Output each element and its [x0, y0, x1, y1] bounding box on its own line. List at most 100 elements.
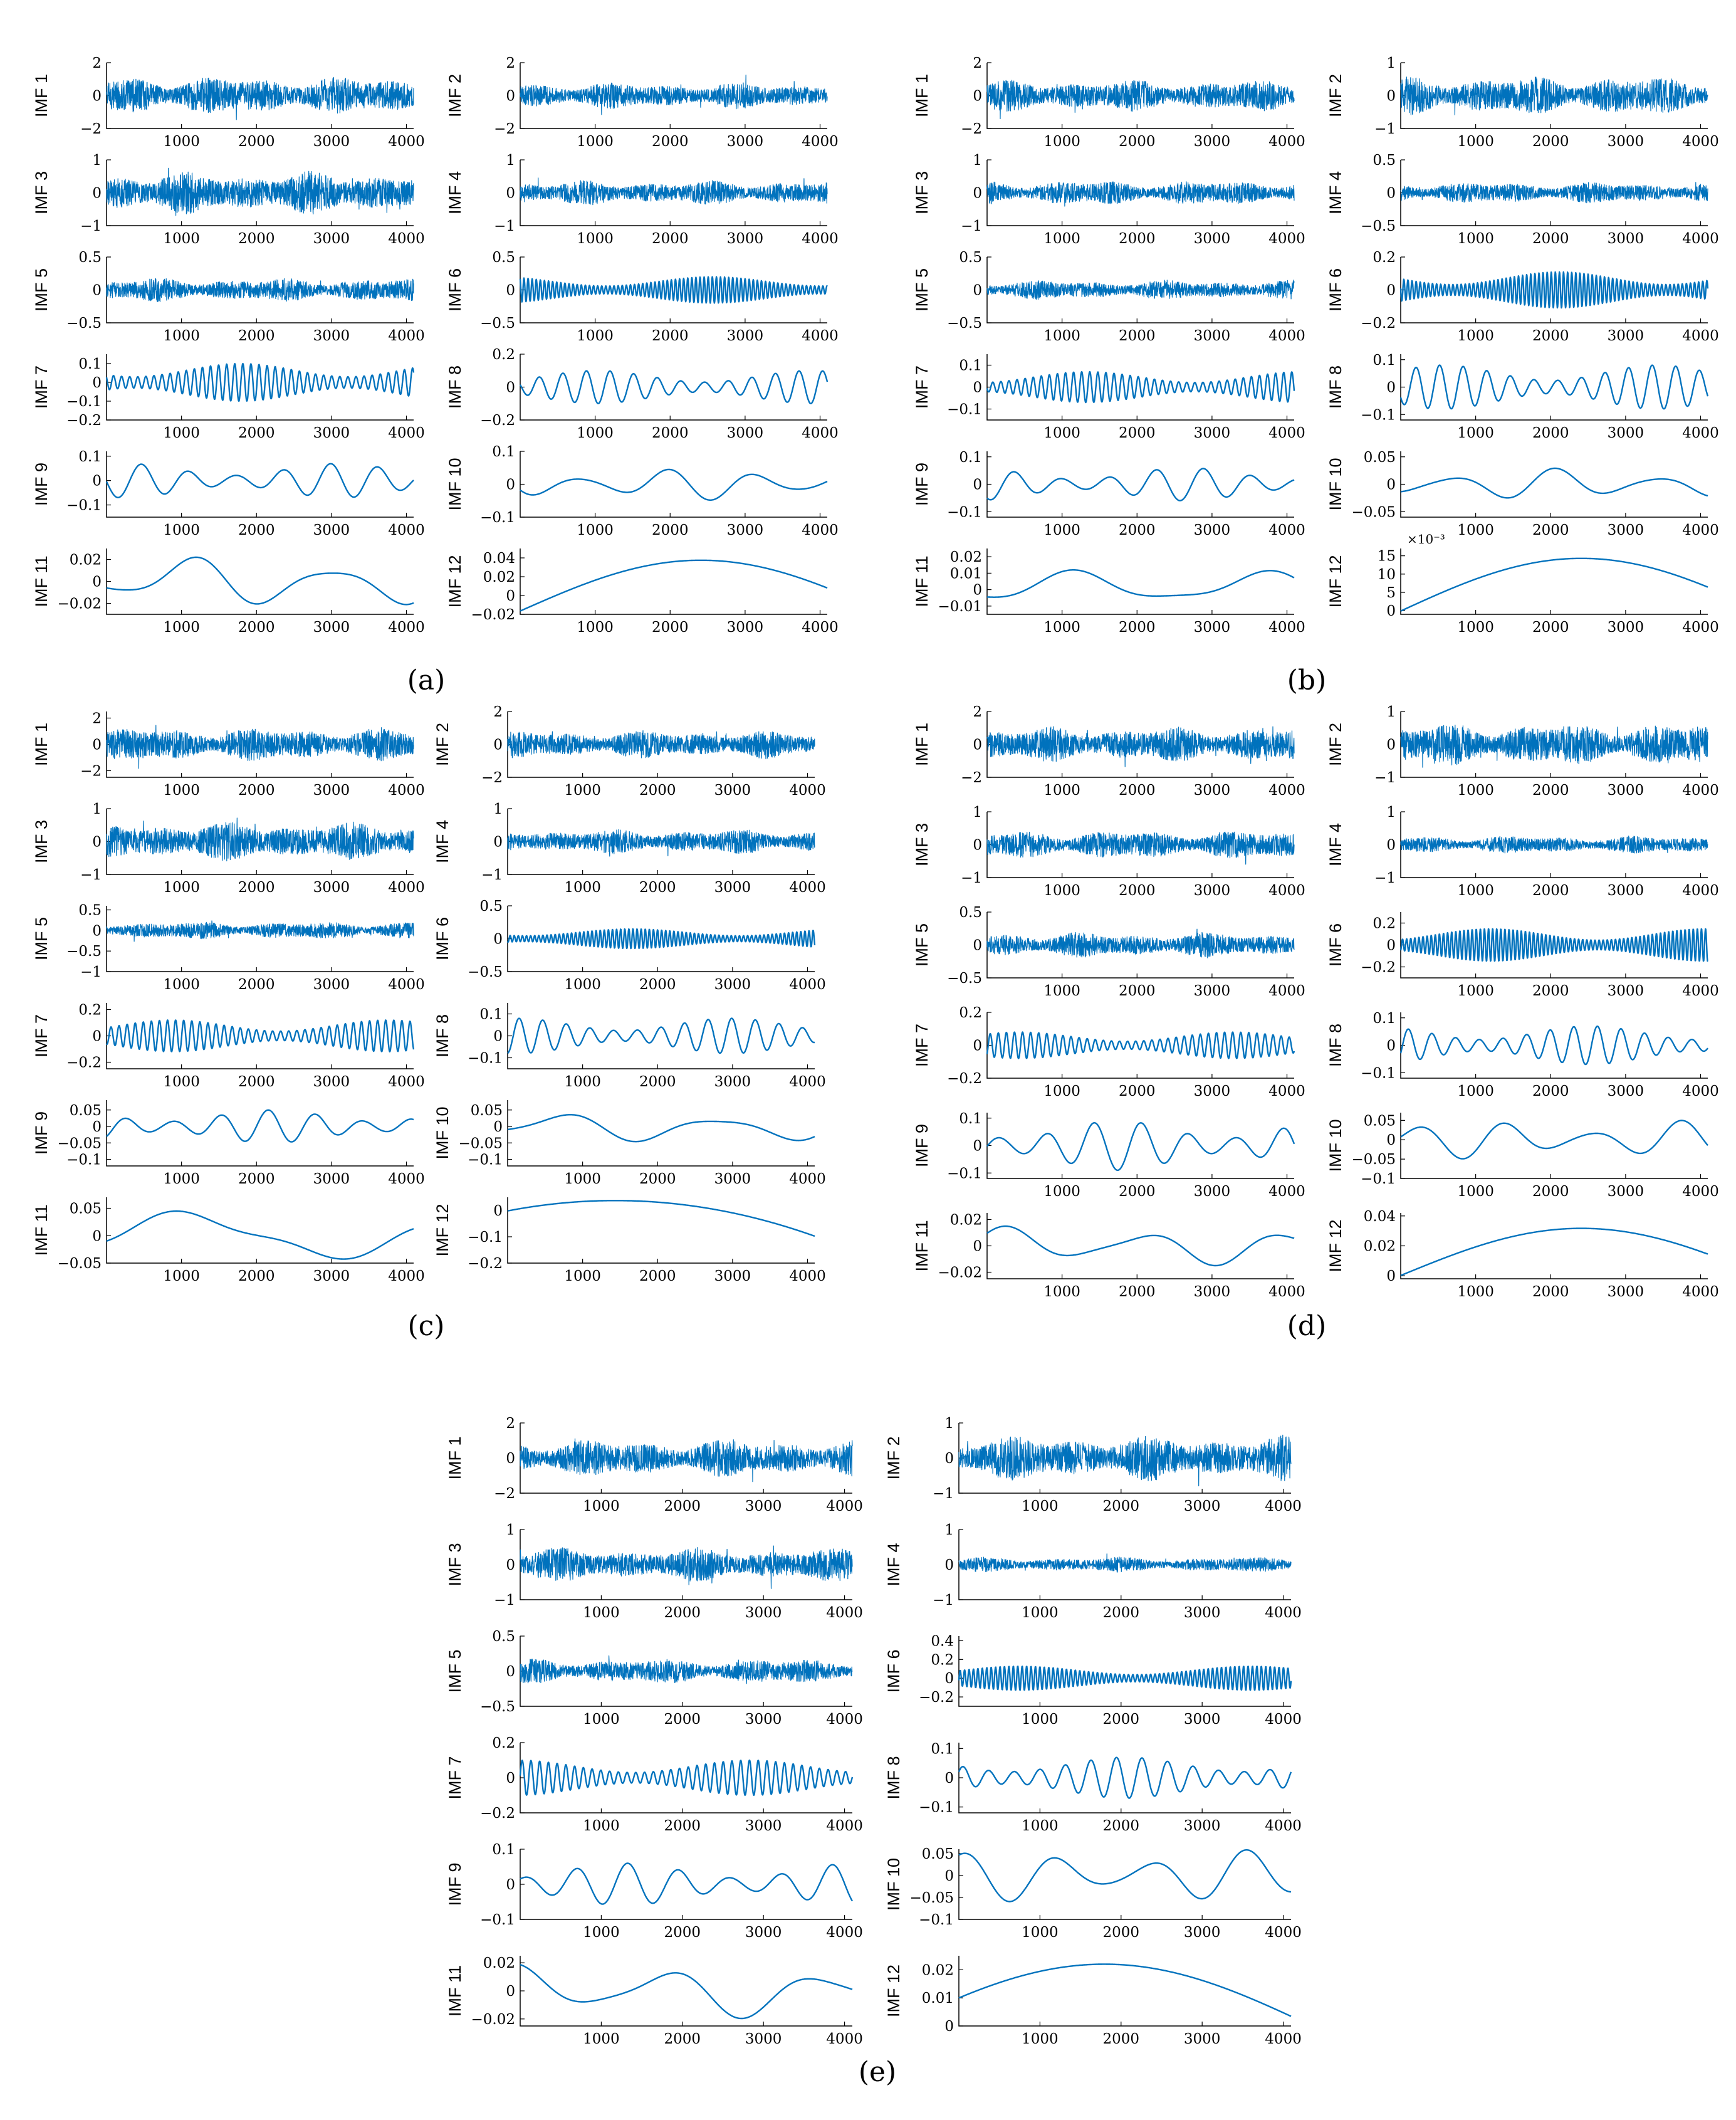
- x-tick-label: 4000: [802, 328, 839, 344]
- y-tick-label: −0.5: [947, 970, 982, 987]
- x-tick-label: 2000: [1532, 619, 1569, 636]
- x-tick-label: 3000: [727, 231, 764, 247]
- x-tick-label: 4000: [388, 1171, 425, 1187]
- y-tick-label: 0.1: [959, 358, 982, 374]
- x-tick-label: 4000: [1268, 1284, 1305, 1300]
- imf-label: IMF 11: [912, 555, 931, 607]
- y-tick-label: −0.02: [471, 2012, 515, 2028]
- x-tick-label: 4000: [826, 1605, 863, 1621]
- x-tick-label: 4000: [802, 522, 839, 538]
- axis-line: [106, 1003, 414, 1069]
- x-tick-label: 4000: [1268, 782, 1305, 799]
- y-tick-label: 0.5: [78, 903, 102, 919]
- x-tick-label: 2000: [238, 879, 275, 896]
- x-tick-label: 3000: [727, 328, 764, 344]
- x-tick-label: 2000: [652, 522, 689, 538]
- y-tick-label: 0.02: [70, 552, 102, 569]
- y-tick-label: −0.1: [947, 504, 982, 520]
- y-tick-label: −0.2: [66, 1055, 102, 1071]
- imf-label: IMF 10: [884, 1858, 903, 1911]
- imf-signal-line: [520, 1862, 853, 1905]
- imf-signal-line: [986, 569, 1295, 598]
- x-tick-label: 1000: [1457, 619, 1494, 636]
- x-tick-label: 3000: [745, 1498, 782, 1514]
- y-tick-label: 0: [493, 1203, 503, 1219]
- axis-line: [1400, 354, 1708, 421]
- y-tick-label: 0.1: [78, 356, 102, 372]
- x-tick-label: 3000: [745, 1605, 782, 1621]
- x-tick-label: 1000: [1457, 1284, 1494, 1300]
- x-tick-label: 1000: [1457, 883, 1494, 899]
- imf-signal-line: [507, 1017, 815, 1054]
- x-tick-label: 2000: [1532, 782, 1569, 799]
- y-tick-label: −0.05: [459, 1135, 503, 1152]
- x-tick-label: 4000: [826, 1818, 863, 1834]
- y-tick-label: −1: [494, 1592, 515, 1608]
- y-tick-label: −0.1: [947, 1165, 982, 1182]
- x-tick-label: 2000: [1532, 231, 1569, 247]
- axis-line: [507, 1100, 815, 1167]
- y-tick-label: −0.1: [66, 394, 102, 410]
- x-tick-label: 2000: [1119, 522, 1156, 538]
- x-tick-label: 1000: [1457, 328, 1494, 344]
- axis-line: [986, 1113, 1294, 1179]
- imf-signal-line: [1400, 557, 1708, 612]
- x-tick-label: 1000: [1457, 134, 1494, 150]
- imf-signal-line: [520, 177, 828, 206]
- imf-panel: −0.1 0 0.1 1000 2000 3000 4000 IMF 9: [912, 1111, 1305, 1200]
- x-tick-label: 3000: [714, 1074, 751, 1090]
- imf-label: IMF 1: [32, 74, 51, 117]
- y-tick-label: 0: [1386, 1268, 1396, 1284]
- axis-line: [1400, 912, 1708, 979]
- x-tick-label: 1000: [163, 1171, 200, 1187]
- y-tick-label: −1: [80, 867, 102, 883]
- y-tick-label: 0.02: [922, 1962, 954, 1978]
- y-tick-label: −0.5: [66, 315, 102, 332]
- x-tick-label: 4000: [388, 879, 425, 896]
- y-tick-label: −1: [933, 1486, 954, 1502]
- x-tick-label: 1000: [583, 2031, 620, 2047]
- imf-panel: −0.02 0 0.02 1000 2000 3000 4000 IMF 11: [912, 1212, 1305, 1301]
- axis-line: [1400, 1213, 1708, 1279]
- x-tick-label: 3000: [1608, 983, 1644, 999]
- y-tick-label: 15: [1378, 548, 1396, 565]
- x-tick-label: 1000: [1022, 1924, 1059, 1941]
- x-tick-label: 2000: [664, 1818, 701, 1834]
- x-tick-label: 3000: [313, 1268, 350, 1284]
- y-tick-label: 0: [973, 737, 982, 753]
- imf-signal-line: [958, 1434, 1292, 1487]
- y-tick-label: −0.5: [480, 1699, 515, 1715]
- y-tick-label: −0.02: [938, 1265, 982, 1281]
- imf-panel: −0.2 −0.1 0 1000 2000 3000 4000 IMF 12: [433, 1197, 826, 1284]
- imf-label: IMF 8: [884, 1756, 903, 1799]
- x-tick-label: 3000: [745, 2031, 782, 2047]
- x-tick-label: 4000: [1682, 983, 1719, 999]
- imf-panel: −1 0 1 1000 2000 3000 4000 IMF 2: [884, 1415, 1302, 1514]
- y-tick-label: 0: [92, 1029, 102, 1045]
- imf-signal-line: [520, 559, 828, 612]
- x-tick-label: 1000: [1043, 1183, 1080, 1200]
- y-tick-label: 0: [92, 834, 102, 851]
- imf-panel: −1 −0.5 0 0.5 1000 2000 3000 4000 IMF 5: [32, 903, 425, 993]
- x-tick-label: 1000: [1022, 1605, 1059, 1621]
- imf-signal-line: [1400, 76, 1708, 115]
- y-tick-label: 0.2: [931, 1652, 954, 1668]
- imf-signal-line: [986, 831, 1295, 865]
- x-tick-label: 1000: [163, 619, 200, 636]
- x-tick-label: 1000: [583, 1818, 620, 1834]
- x-tick-label: 4000: [1682, 425, 1719, 441]
- x-tick-label: 3000: [714, 879, 751, 896]
- imf-label: IMF 12: [1326, 1219, 1345, 1272]
- y-tick-label: −0.1: [480, 1912, 515, 1928]
- y-tick-label: 0: [944, 2018, 954, 2035]
- x-tick-label: 4000: [826, 2031, 863, 2047]
- imf-panel: −0.5 0 0.5 1000 2000 3000 4000 IMF 5: [912, 249, 1305, 344]
- y-tick-label: 0.1: [1373, 1010, 1396, 1027]
- imf-panel: −1 0 1 1000 2000 3000 4000 IMF 3: [32, 801, 425, 896]
- y-tick-label: 0.05: [471, 1103, 503, 1119]
- x-tick-label: 4000: [1268, 231, 1305, 247]
- x-tick-label: 4000: [388, 522, 425, 538]
- x-tick-label: 3000: [1194, 231, 1231, 247]
- x-tick-label: 3000: [1194, 619, 1231, 636]
- axis-line: [520, 548, 827, 615]
